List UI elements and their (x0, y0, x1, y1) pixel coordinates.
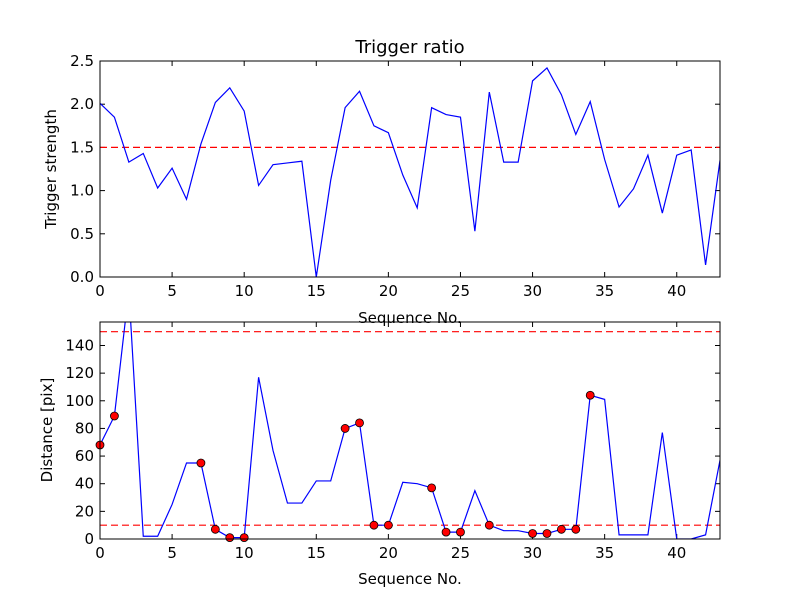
x-tick-label: 30 (523, 282, 542, 300)
plot-frame (99, 321, 721, 540)
y-tick-label: 40 (75, 475, 94, 493)
y-tick-label: 2.0 (70, 95, 94, 113)
x-tick-label: 10 (235, 282, 254, 300)
distance-series (100, 322, 720, 539)
x-tick-label: 0 (95, 282, 105, 300)
data-point-marker (441, 527, 451, 537)
distance-chart: Sequence No. Distance [pix] 0 5 10 15 20 25 30… (38, 321, 721, 588)
y-tick-label: 120 (65, 364, 94, 382)
x-tick-label: 0 (95, 544, 105, 562)
data-point-marker (340, 424, 350, 433)
y-axis-label: Distance [pix] (38, 378, 56, 483)
y-tick-label: 100 (65, 392, 94, 410)
y-tick-label: 140 (65, 336, 94, 354)
data-point-marker (369, 520, 379, 530)
x-tick-label: 25 (451, 282, 470, 300)
y-tick-label: 20 (75, 502, 94, 520)
data-point-marker (239, 533, 249, 543)
data-point-marker (571, 524, 581, 534)
y-tick-label: 1.5 (70, 138, 94, 156)
threshold-lines (100, 331, 720, 526)
data-point-marker (585, 390, 595, 400)
x-tick-label: 15 (307, 544, 326, 562)
x-tick-label: 35 (595, 282, 614, 300)
x-tick-label: 40 (667, 282, 686, 300)
x-tick-label: 5 (167, 282, 177, 300)
y-tick-label: 60 (75, 447, 94, 465)
chart-title: Trigger ratio (354, 37, 464, 58)
x-tick-label: 30 (523, 544, 542, 562)
data-point-marker (484, 520, 494, 530)
y-tick-label: 80 (75, 419, 94, 437)
trigger-strength-series (100, 66, 720, 277)
data-point-marker (427, 483, 437, 493)
data-point-marker (556, 524, 566, 534)
x-tick-label: 40 (667, 544, 686, 562)
data-point-marker (110, 411, 119, 421)
y-tick-label: 0 (84, 530, 94, 548)
y-axis-label: Trigger strength (42, 109, 60, 230)
outlier-markers (95, 390, 595, 543)
x-tick-label: 25 (451, 544, 470, 562)
plot-frame (99, 60, 721, 278)
data-point-marker (383, 520, 393, 530)
data-point-marker (542, 529, 552, 538)
data-point-marker (210, 524, 220, 534)
x-axis-label: Sequence No. (358, 570, 462, 588)
x-tick-label: 20 (379, 282, 398, 300)
series-line (100, 322, 720, 539)
data-point-marker (528, 529, 537, 538)
axis-ticks: 0 5 10 15 20 25 30 35 40 0 20 40 60 80 100 120 140 (65, 322, 720, 562)
trigger-ratio-chart: Trigger ratio Sequence No. Trigger stren… (42, 37, 721, 327)
data-point-marker (355, 418, 364, 428)
x-tick-label: 20 (379, 544, 398, 562)
y-tick-label: 0.0 (70, 268, 94, 286)
y-tick-label: 2.5 (70, 52, 94, 70)
y-tick-label: 0.5 (70, 225, 94, 243)
x-tick-label: 35 (595, 544, 614, 562)
data-point-marker (456, 527, 465, 537)
data-point-marker (196, 458, 206, 468)
x-tick-label: 10 (235, 544, 254, 562)
x-axis-label: Sequence No. (358, 309, 462, 327)
x-tick-label: 5 (167, 544, 177, 562)
data-point-marker (225, 533, 235, 543)
x-tick-label: 15 (307, 282, 326, 300)
series-line (100, 66, 720, 277)
axis-ticks: 0 5 10 15 20 25 30 35 40 0.0 0.5 1.0 1.5 2.0 2.5 (70, 52, 720, 300)
y-tick-label: 1.0 (70, 182, 94, 200)
